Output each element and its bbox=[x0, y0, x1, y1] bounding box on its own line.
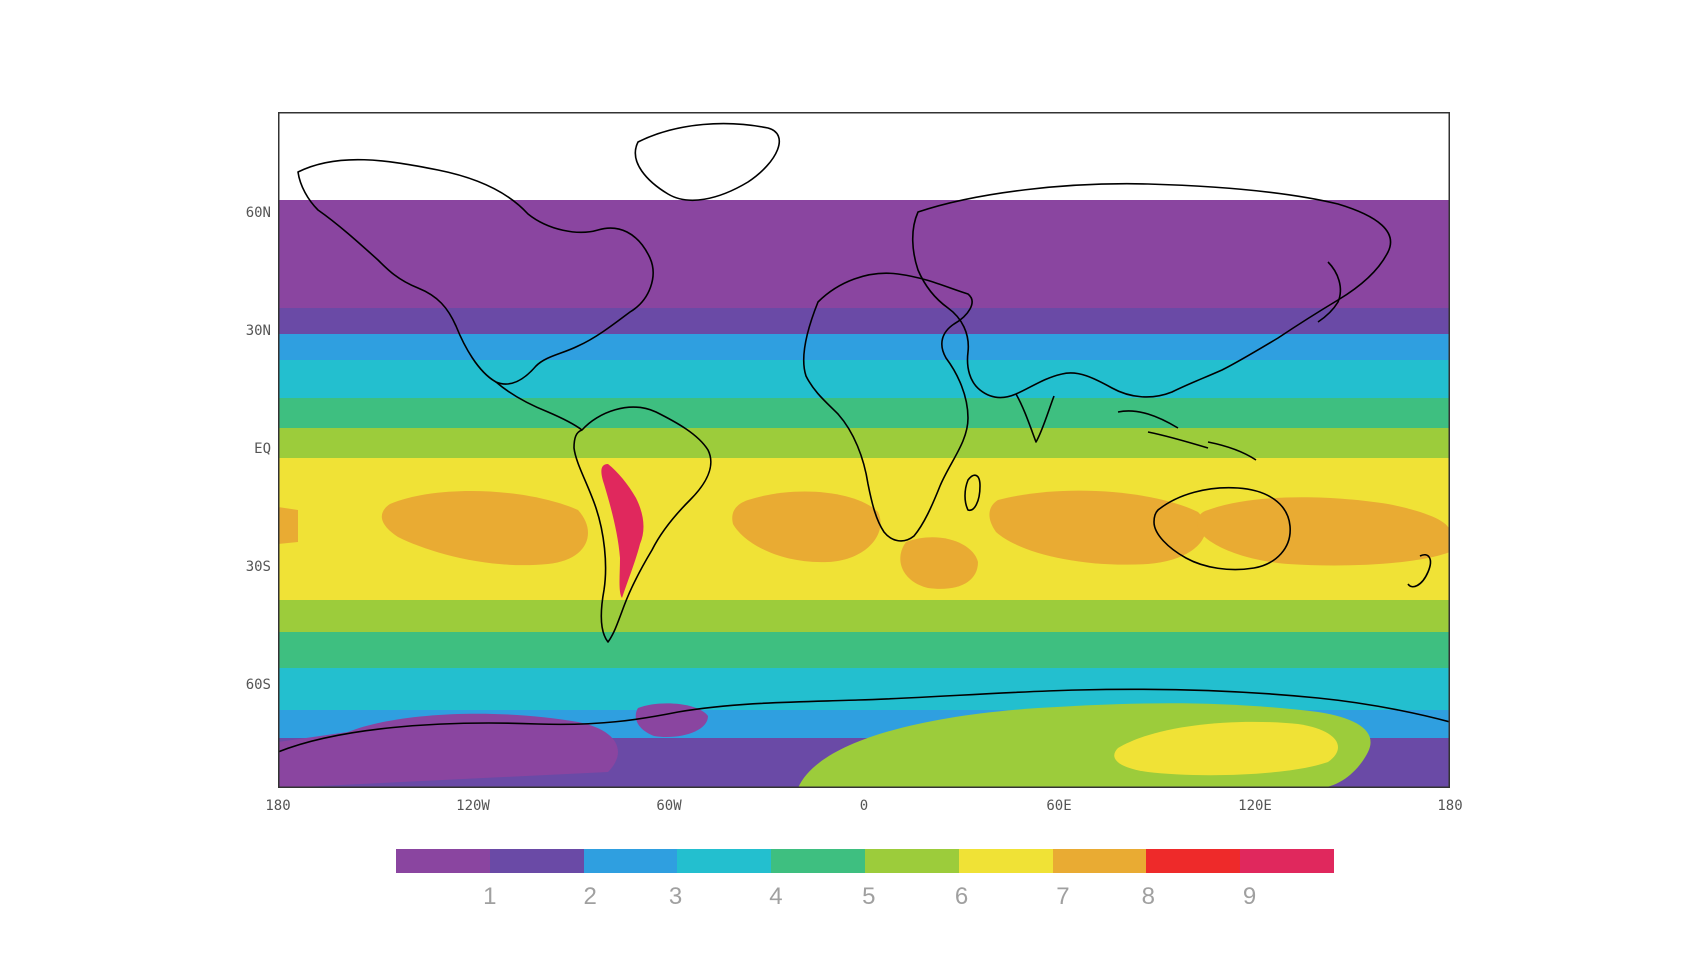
new-zealand-outline bbox=[1407, 554, 1432, 588]
contour-west-antarctica bbox=[278, 713, 618, 788]
x-label-60w: 60W bbox=[656, 798, 682, 814]
band-level-3 bbox=[278, 334, 1450, 360]
colorbar-swatch-6 bbox=[864, 849, 959, 873]
madagascar-outline bbox=[964, 474, 981, 511]
x-label-60e: 60E bbox=[1046, 798, 1072, 814]
coastlines bbox=[278, 122, 1450, 753]
band-level-4 bbox=[278, 360, 1450, 398]
colorbar-swatch-1 bbox=[396, 849, 490, 873]
contour-level-8-south-africa bbox=[900, 537, 978, 589]
north-america-outline bbox=[297, 158, 654, 385]
y-label-60n: 60N bbox=[245, 205, 271, 221]
contour-level-8-indian bbox=[989, 490, 1206, 565]
x-label-180w: 180 bbox=[265, 798, 291, 814]
y-label-60s: 60S bbox=[245, 677, 271, 693]
contour-level-9-andes bbox=[601, 464, 644, 598]
antarctica-outline bbox=[278, 688, 1450, 753]
colorbar-swatch-10 bbox=[1240, 849, 1334, 873]
colorbar-label-2: 2 bbox=[583, 883, 597, 910]
colorbar-label-9: 9 bbox=[1242, 883, 1257, 910]
greenland-outline bbox=[634, 122, 780, 201]
band-level-5-south bbox=[278, 632, 1450, 668]
colorbar-swatch-7 bbox=[958, 849, 1053, 873]
colorbar-label-6: 6 bbox=[954, 883, 969, 910]
colorbar-label-5: 5 bbox=[862, 883, 876, 910]
europe-africa-outline bbox=[802, 272, 973, 542]
contour-antarctic-core bbox=[1114, 721, 1338, 776]
band-level-6 bbox=[278, 428, 1450, 458]
map-border bbox=[278, 112, 1450, 788]
colorbar-swatch-3 bbox=[583, 849, 678, 873]
contour-level-8-atlantic bbox=[732, 491, 881, 563]
colorbar bbox=[396, 849, 1334, 873]
colorbar-swatch-5 bbox=[771, 849, 865, 873]
india-outline bbox=[1015, 393, 1055, 443]
band-level-2 bbox=[278, 308, 1450, 334]
y-label-eq: EQ bbox=[254, 441, 271, 457]
central-america-outline bbox=[495, 381, 583, 431]
x-label-0: 0 bbox=[859, 798, 869, 814]
contour-level-8-australia bbox=[1197, 497, 1450, 566]
asia-outline bbox=[911, 182, 1392, 399]
colorbar-label-8: 8 bbox=[1141, 883, 1155, 910]
colorbar-label-1: 1 bbox=[483, 883, 497, 910]
y-label-30s: 30S bbox=[245, 559, 271, 575]
band-level-4-south bbox=[278, 668, 1450, 710]
colorbar-swatch-4 bbox=[677, 849, 772, 873]
band-level-5 bbox=[278, 398, 1450, 428]
x-label-180e: 180 bbox=[1437, 798, 1463, 814]
contour-fields bbox=[278, 200, 1450, 788]
colorbar-swatch-8 bbox=[1052, 849, 1147, 873]
x-label-120w: 120W bbox=[456, 798, 490, 814]
contour-antarctic-peninsula bbox=[635, 703, 708, 738]
contour-level-8-pacific bbox=[381, 491, 588, 566]
x-label-120e: 120E bbox=[1238, 798, 1272, 814]
japan-outline bbox=[1317, 261, 1342, 323]
contour-level-8-east-pacific-edge bbox=[278, 507, 298, 544]
band-level-6-south bbox=[278, 600, 1450, 632]
y-label-30n: 30N bbox=[245, 323, 271, 339]
colorbar-swatch-9 bbox=[1146, 849, 1241, 873]
global-contour-map bbox=[278, 112, 1450, 788]
south-america-outline bbox=[573, 406, 712, 643]
southeast-asia-islands-outline bbox=[1117, 410, 1257, 461]
colorbar-swatch-2 bbox=[489, 849, 584, 873]
australia-outline bbox=[1153, 486, 1291, 571]
band-level-1 bbox=[278, 200, 1450, 308]
colorbar-label-4: 4 bbox=[769, 883, 783, 910]
colorbar-label-3: 3 bbox=[668, 883, 683, 910]
colorbar-label-7: 7 bbox=[1056, 883, 1070, 910]
map-frame bbox=[278, 112, 1450, 788]
